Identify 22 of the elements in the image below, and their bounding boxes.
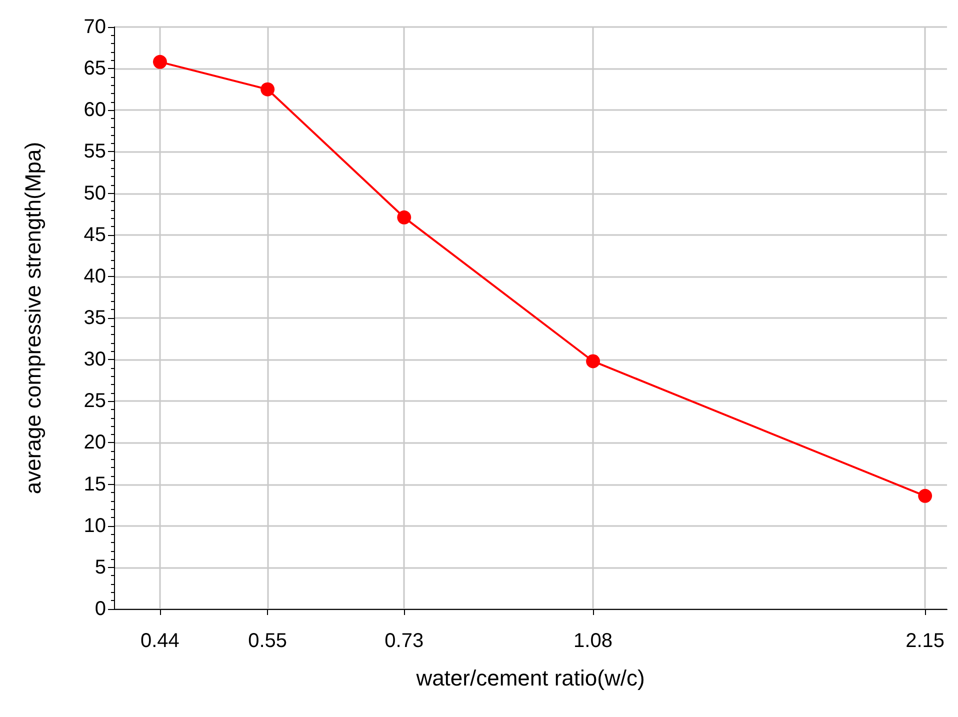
y-tick-label: 0 [94, 598, 106, 620]
y-tick-label: 45 [84, 224, 106, 246]
y-tick-label: 25 [84, 390, 106, 412]
x-tick-label: 0.44 [140, 630, 180, 652]
y-axis-title: average compressive strength(Mpa) [20, 142, 46, 494]
y-tick-label: 60 [84, 99, 106, 122]
y-tick-label: 15 [84, 473, 106, 496]
y-tick-label: 5 [94, 556, 106, 578]
x-tick-label: 0.55 [248, 630, 288, 652]
y-tick-label: 50 [84, 182, 106, 204]
x-axis-title: water/cement ratio(w/c) [415, 666, 645, 690]
x-tick-label: 1.08 [574, 630, 612, 652]
y-tick-label: 55 [84, 140, 106, 163]
y-tick-label: 40 [84, 265, 106, 288]
y-tick-label: 35 [84, 307, 106, 329]
y-tick-label: 20 [84, 432, 106, 454]
y-tick-label: 30 [84, 348, 106, 371]
y-tick-label: 10 [84, 514, 106, 537]
y-tick-label: 65 [84, 58, 106, 80]
y-tick-label: 70 [84, 16, 106, 38]
x-tick-label: 2.15 [906, 630, 945, 652]
x-tick-label: 0.73 [384, 630, 424, 652]
